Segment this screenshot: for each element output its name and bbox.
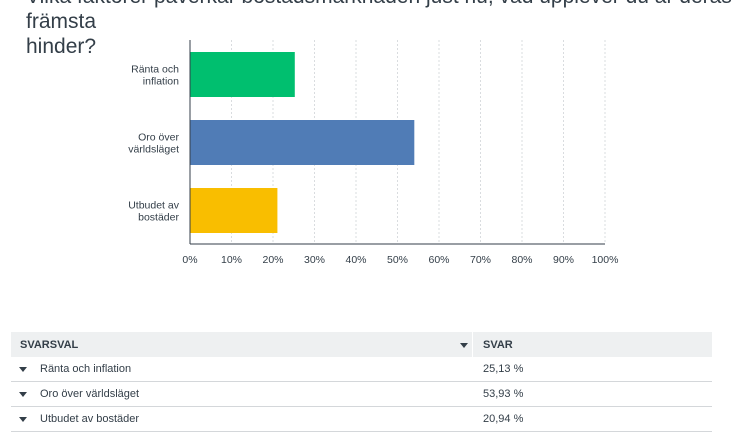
category-label: Utbudet av bostäder [128,200,180,224]
row-value: 20,94 % [483,413,524,425]
row-label: Ränta och inflation [40,363,132,375]
tick-label: 90% [553,254,574,266]
tick-label: 40% [345,254,366,266]
tick-label: 100% [592,254,619,266]
category-label: Ränta och inflation [131,64,179,88]
tick-label: 50% [387,254,408,266]
row-label: Oro över världsläget [40,388,140,400]
expand-caret-icon[interactable] [19,391,27,397]
tick-label: 20% [262,254,283,266]
bar [190,188,278,233]
tick-label: 0% [182,254,197,266]
expand-caret-icon[interactable] [19,366,27,372]
column-header-choice[interactable]: SVARSVAL [11,339,472,351]
row-value: 53,93 % [483,388,524,400]
category-label: Oro över världsläget [128,132,179,156]
tick-label: 80% [511,254,532,266]
table-row: Utbudet av bostäder 20,94 % [11,407,712,432]
table-header: SVARSVAL SVAR [11,332,712,357]
column-header-choice-label: SVARSVAL [20,338,79,351]
question-title: Vilka faktorer påverkar bostadsmarknaden… [26,0,732,58]
tick-label: 30% [304,254,325,266]
column-divider [472,332,473,357]
table-row: Ränta och inflation 25,13 % [11,357,712,382]
bar-chart: Ränta och inflation Oro över världsläget Utb… [128,40,619,266]
bar [190,52,295,97]
tick-label: 70% [470,254,491,266]
bar [190,120,415,165]
column-header-answer: SVAR [483,338,513,351]
tick-label: 60% [428,254,449,266]
table-row: Oro över världsläget 53,93 % [11,382,712,407]
sort-icon[interactable] [460,342,468,348]
results-table: SVARSVAL SVAR Ränta och inflation 25,13 … [11,332,712,432]
tick-label: 10% [221,254,242,266]
row-value: 25,13 % [483,363,524,375]
row-label: Utbudet av bostäder [40,413,140,425]
expand-caret-icon[interactable] [19,416,27,422]
